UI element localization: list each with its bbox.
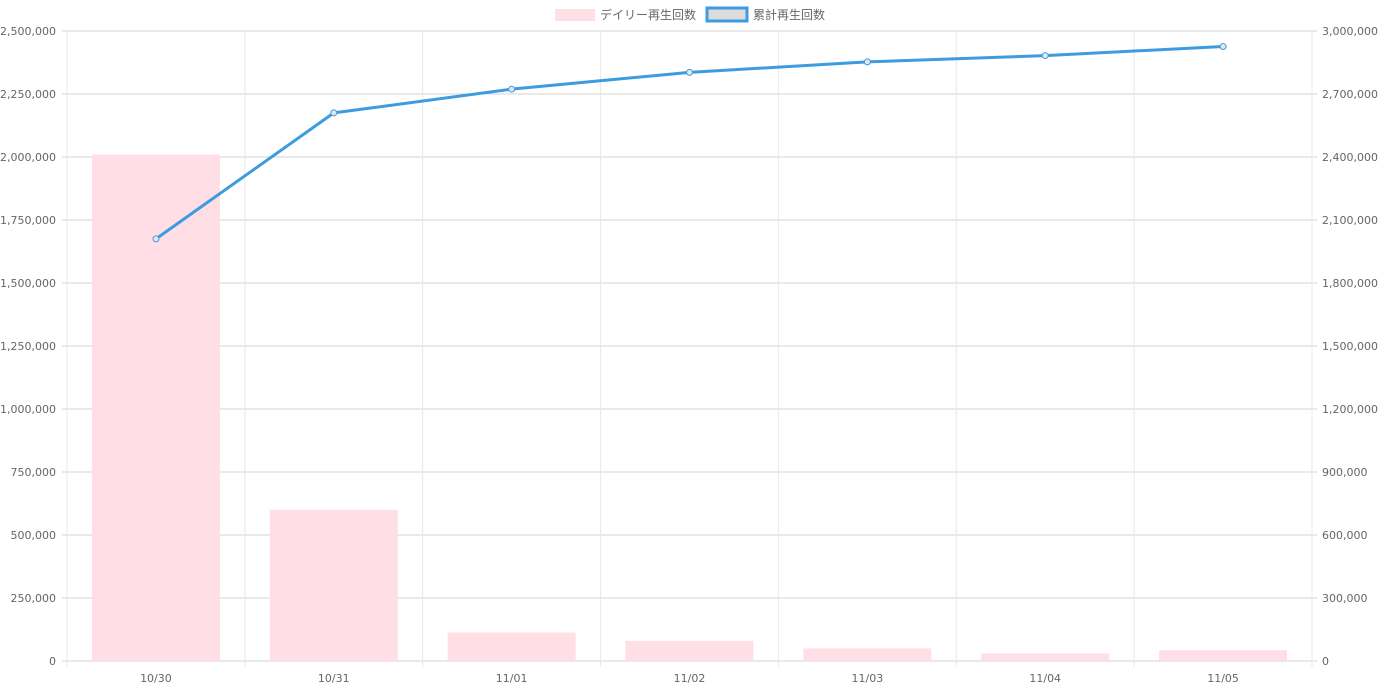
legend-swatch-cumulative: [705, 6, 749, 23]
y-left-tick-label: 1,000,000: [0, 403, 56, 416]
y-left-tick-label: 1,500,000: [0, 277, 56, 290]
line-point-10/30: [152, 235, 160, 243]
y-right-tick-label: 0: [1322, 655, 1329, 668]
y-left-tick-label: 1,250,000: [0, 340, 56, 353]
bar-11/02: [625, 640, 754, 661]
x-tick-label: 10/30: [140, 672, 172, 685]
y-right-tick-label: 3,000,000: [1322, 25, 1378, 38]
x-tick-label: 10/31: [318, 672, 350, 685]
x-tick-label: 11/02: [674, 672, 706, 685]
x-tick-label: 11/04: [1029, 672, 1061, 685]
x-axis: 10/30 10/31 11/01 11/02 11/03 11/04 11/05: [140, 672, 1239, 685]
y-left-tick-label: 500,000: [11, 529, 57, 542]
x-tick-label: 11/05: [1207, 672, 1239, 685]
line-point-11/04: [1041, 52, 1049, 60]
y-left-tick-label: 2,500,000: [0, 25, 56, 38]
bar-10/31: [269, 509, 398, 661]
y-left-tick-label: 2,250,000: [0, 88, 56, 101]
line-point-11/01: [508, 85, 516, 93]
y-right-tick-label: 1,500,000: [1322, 340, 1378, 353]
y-left-tick-label: 750,000: [11, 466, 57, 479]
x-tick-label: 11/03: [852, 672, 884, 685]
y-right-tick-label: 2,700,000: [1322, 88, 1378, 101]
line-point-10/31: [330, 109, 338, 117]
y-axis-left: 0 250,000 500,000 750,000 1,000,000 1,250,000…: [0, 25, 56, 668]
y-left-tick-label: 2,000,000: [0, 151, 56, 164]
y-right-tick-label: 600,000: [1322, 529, 1368, 542]
y-right-tick-label: 300,000: [1322, 592, 1368, 605]
y-right-tick-label: 2,400,000: [1322, 151, 1378, 164]
legend-label-daily: デイリー再生回数: [600, 7, 696, 22]
line-point-11/02: [686, 68, 693, 76]
bar-11/05: [1159, 650, 1288, 661]
y-right-tick-label: 2,100,000: [1322, 214, 1378, 227]
y-left-tick-label: 250,000: [11, 592, 57, 605]
y-right-tick-label: 900,000: [1322, 466, 1368, 479]
bar-11/04: [981, 653, 1110, 661]
legend-swatch-daily: [555, 9, 595, 21]
legend: デイリー再生回数 累計再生回数: [555, 6, 825, 23]
bar-11/03: [803, 648, 932, 661]
y-right-tick-label: 1,800,000: [1322, 277, 1378, 290]
legend-label-cumulative: 累計再生回数: [753, 7, 825, 22]
grid: [62, 30, 1317, 667]
line-point-11/05: [1219, 43, 1227, 51]
bar-10/30: [91, 154, 220, 662]
line-series: [152, 43, 1227, 243]
y-left-tick-label: 0: [49, 655, 56, 668]
bar-11/01: [447, 632, 576, 661]
y-axis-right: 0 300,000 600,000 900,000 1,200,000 1,500,000…: [1322, 25, 1378, 668]
line-point-11/03: [863, 58, 871, 66]
x-tick-label: 11/01: [496, 672, 528, 685]
bar-series: [91, 154, 1288, 662]
y-left-tick-label: 1,750,000: [0, 214, 56, 227]
y-right-tick-label: 1,200,000: [1322, 403, 1378, 416]
